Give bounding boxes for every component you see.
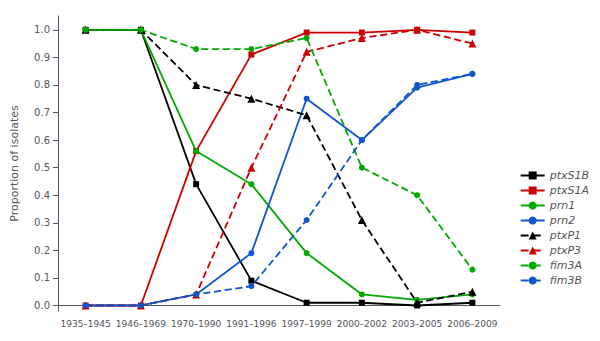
svg-text:Proportion of isolates: Proportion of isolates xyxy=(8,105,21,222)
svg-text:0.3: 0.3 xyxy=(34,217,50,228)
svg-text:1946–1969: 1946–1969 xyxy=(116,319,167,329)
svg-text:1935–1945: 1935–1945 xyxy=(60,319,110,329)
svg-text:0.8: 0.8 xyxy=(34,79,50,90)
svg-text:ptxS1B: ptxS1B xyxy=(549,169,589,182)
svg-text:2000–2002: 2000–2002 xyxy=(337,319,387,329)
svg-text:2006–2009: 2006–2009 xyxy=(447,319,498,329)
svg-text:fim3B: fim3B xyxy=(550,274,582,287)
svg-text:1970–1990: 1970–1990 xyxy=(171,319,222,329)
svg-text:prn1: prn1 xyxy=(549,199,575,212)
svg-text:fim3A: fim3A xyxy=(550,259,582,272)
svg-text:2003–2005: 2003–2005 xyxy=(392,319,442,329)
svg-text:ptxP1: ptxP1 xyxy=(549,229,581,242)
svg-text:0.9: 0.9 xyxy=(34,52,50,63)
svg-text:ptxP3: ptxP3 xyxy=(549,244,581,257)
svg-text:prn2: prn2 xyxy=(549,214,575,227)
svg-text:1.0: 1.0 xyxy=(34,24,50,35)
svg-text:0.5: 0.5 xyxy=(34,162,50,173)
svg-text:1991–1996: 1991–1996 xyxy=(226,319,277,329)
svg-text:0.6: 0.6 xyxy=(34,135,50,146)
svg-text:0.0: 0.0 xyxy=(34,300,50,311)
svg-text:0.7: 0.7 xyxy=(34,107,50,118)
svg-text:0.2: 0.2 xyxy=(34,245,50,256)
svg-text:1997–1999: 1997–1999 xyxy=(281,319,332,329)
svg-text:ptxS1A: ptxS1A xyxy=(549,184,589,197)
svg-text:0.4: 0.4 xyxy=(34,190,50,201)
svg-text:0.1: 0.1 xyxy=(34,272,50,283)
